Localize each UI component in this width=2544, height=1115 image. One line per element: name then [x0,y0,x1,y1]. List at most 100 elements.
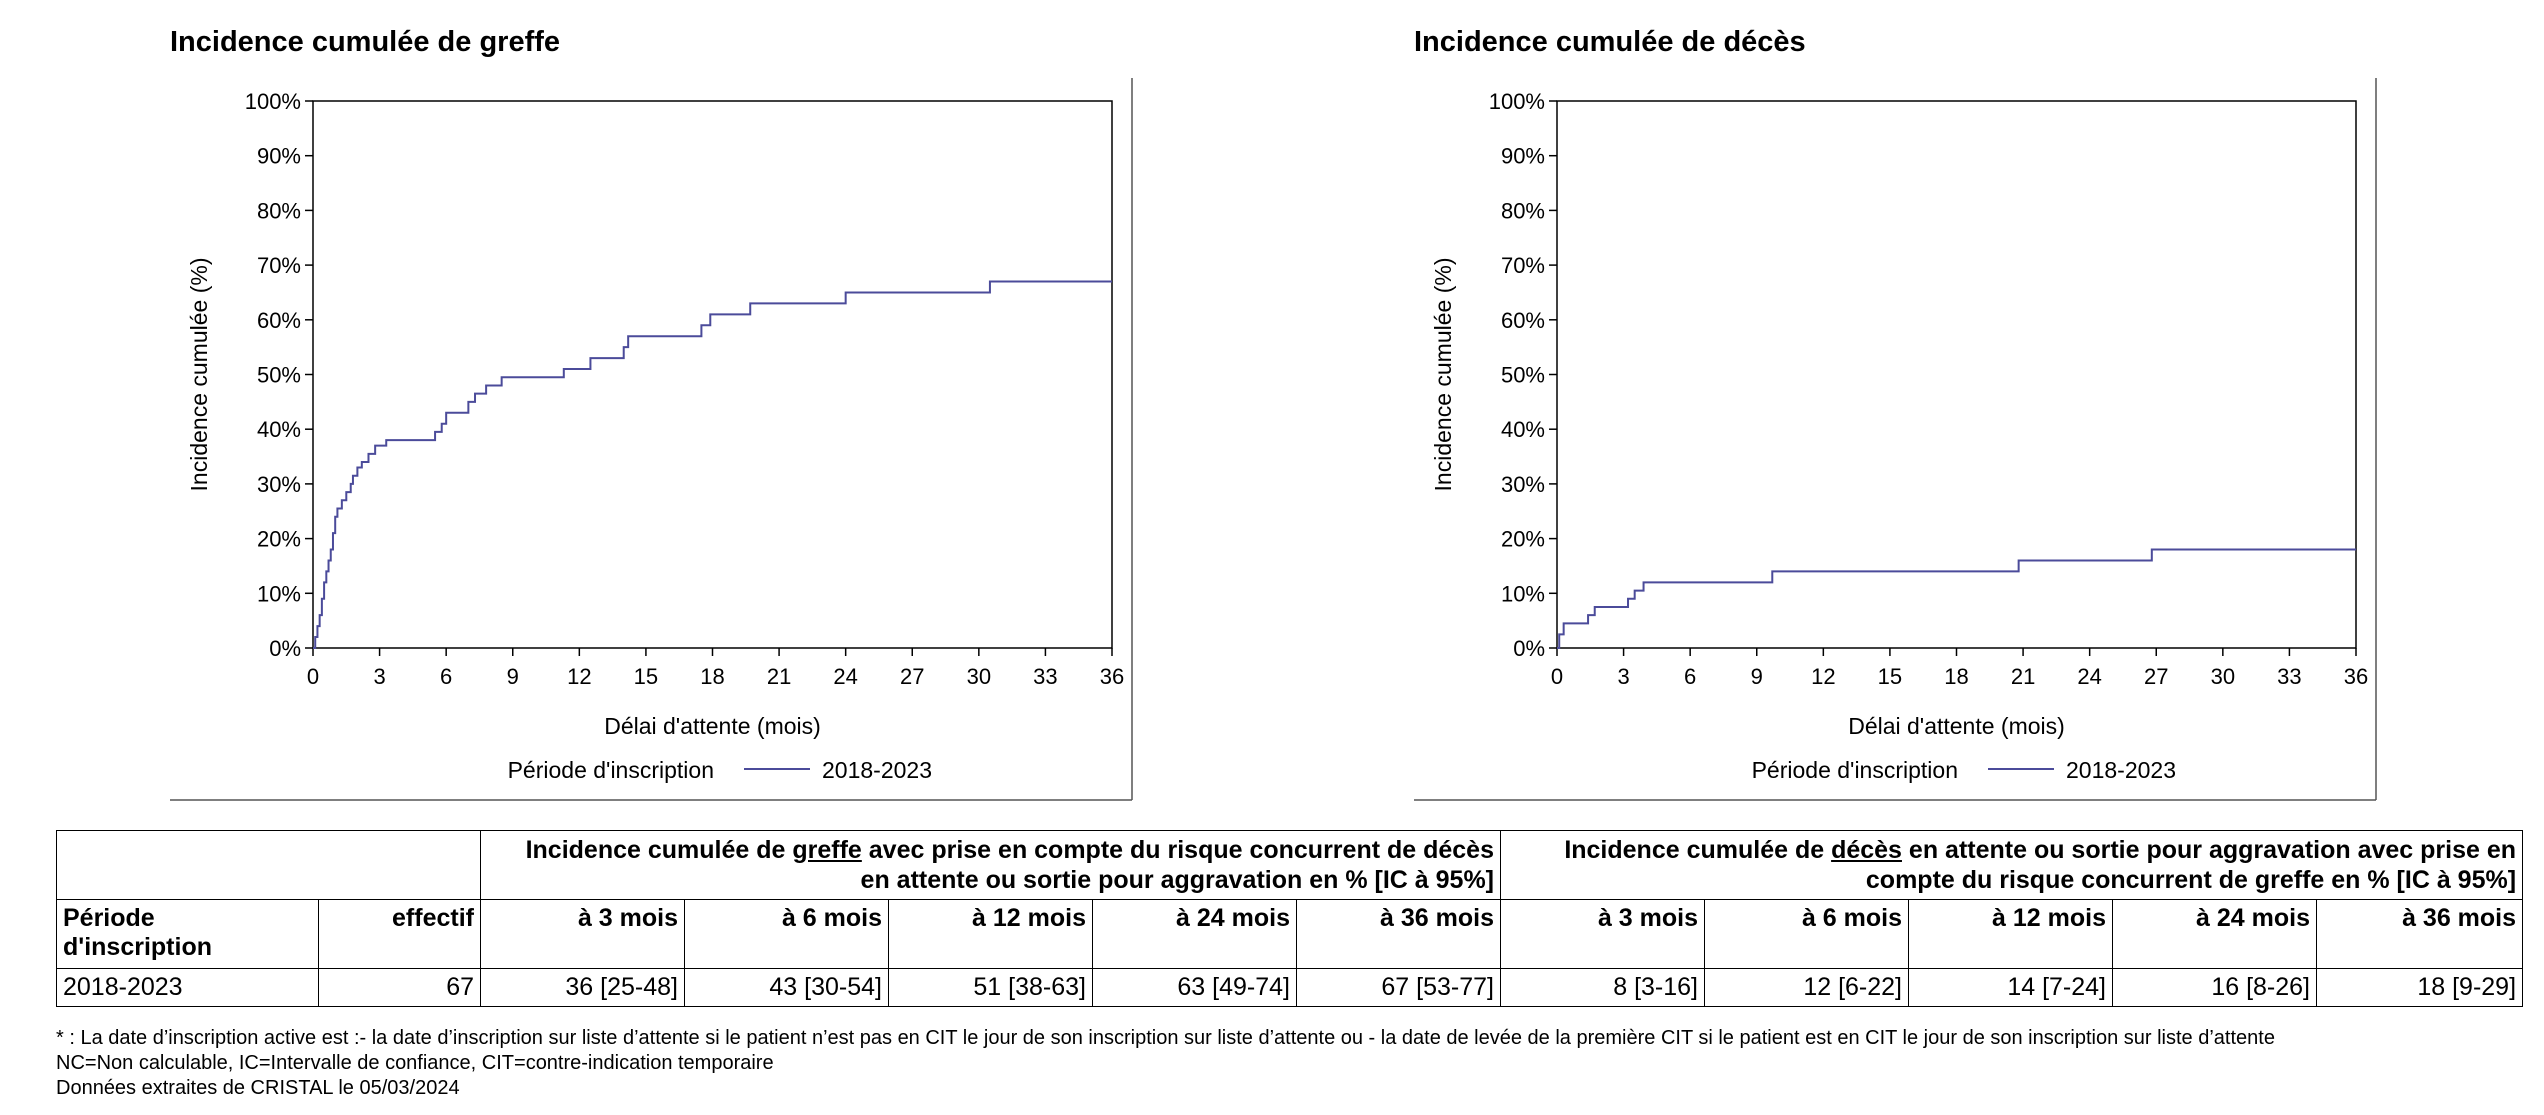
x-tick-label: 12 [567,664,591,689]
y-tick-label: 10% [1501,581,1545,606]
x-tick-label: 21 [767,664,791,689]
series-line [1557,548,2356,649]
y-tick-label: 20% [1501,527,1545,552]
table-header-deces-3m: à 3 mois [1500,899,1705,969]
footnote-line: NC=Non calculable, IC=Intervalle de conf… [56,1052,774,1074]
table-header-effectif: effectif [318,899,481,969]
y-tick-label: 30% [257,472,301,497]
x-tick-label: 6 [1684,664,1696,689]
table-row: 2018-2023 67 36 [25-48] 43 [30-54] 51 [3… [56,968,2524,1007]
cell-deces-6m: 12 [6-22] [1704,968,1909,1007]
x-tick-label: 12 [1811,664,1835,689]
table-header-greffe-6m: à 6 mois [684,899,889,969]
table-header-greffe-3m: à 3 mois [480,899,685,969]
legend-title: Période d'inscription [508,757,714,783]
series-line [313,280,1112,649]
x-tick-label: 9 [507,664,519,689]
table-header-greffe-group: Incidence cumulée de greffe avec prise e… [480,830,1501,900]
results-table: Incidence cumulée de greffe avec prise e… [56,830,2524,1007]
footnote-line: Données extraites de CRISTAL le 05/03/20… [56,1077,460,1099]
deces-group-keyword: décès [1831,836,1902,864]
y-tick-label: 30% [1501,472,1545,497]
y-tick-label: 100% [245,89,301,114]
table-header-greffe-24m: à 24 mois [1092,899,1297,969]
x-tick-label: 24 [833,664,857,689]
legend-title: Période d'inscription [1752,757,1958,783]
cell-greffe-24m: 63 [49-74] [1092,968,1297,1007]
x-tick-label: 3 [373,664,385,689]
y-tick-label: 40% [257,417,301,442]
legend-label: 2018-2023 [822,757,932,783]
footnote-line: * : La date d’inscription active est :- … [56,1027,2275,1049]
y-tick-label: 20% [257,527,301,552]
x-tick-label: 15 [1878,664,1902,689]
chart-title-deces: Incidence cumulée de décès [1414,26,1806,58]
y-axis-title: Incidence cumulée (%) [186,258,212,492]
x-tick-label: 0 [1551,664,1563,689]
y-tick-label: 0% [1513,636,1545,661]
y-tick-label: 50% [1501,363,1545,388]
y-tick-label: 80% [257,198,301,223]
x-tick-label: 3 [1617,664,1629,689]
x-tick-label: 33 [2277,664,2301,689]
footnotes: * : La date d’inscription active est :- … [56,1026,2275,1101]
x-tick-label: 36 [1100,664,1124,689]
chart-greffe: 0%10%20%30%40%50%60%70%80%90%100%0 3 6 9 12 1… [170,78,1133,801]
x-tick-label: 36 [2344,664,2368,689]
cell-effectif: 67 [318,968,481,1007]
table-header-col-row: Période d'inscription effectif à 3 mois … [56,899,2524,969]
x-tick-label: 18 [700,664,724,689]
cell-deces-12m: 14 [7-24] [1908,968,2113,1007]
cell-greffe-3m: 36 [25-48] [480,968,685,1007]
x-tick-label: 30 [967,664,991,689]
greffe-group-keyword: greffe [792,836,862,864]
y-tick-label: 0% [269,636,301,661]
x-axis-title: Délai d'attente (mois) [1848,713,2065,739]
plot-area [312,100,1113,649]
greffe-group-suffix: avec prise en compte du risque concurren… [861,836,1494,864]
x-tick-label: 9 [1751,664,1763,689]
chart-title-greffe: Incidence cumulée de greffe [170,26,561,58]
y-tick-label: 90% [257,144,301,169]
period-header-line2: d'inscription [63,933,212,961]
y-tick-label: 40% [1501,417,1545,442]
x-tick-label: 18 [1944,664,1968,689]
cell-greffe-12m: 51 [38-63] [888,968,1093,1007]
x-tick-label: 24 [2077,664,2101,689]
deces-group-suffix: en attente ou sortie pour aggravation av… [1901,836,2517,864]
plot-area [1556,100,2357,649]
y-tick-label: 10% [257,581,301,606]
x-tick-label: 27 [2144,664,2168,689]
x-tick-label: 33 [1033,664,1057,689]
deces-group-prefix: Incidence cumulée de [1564,836,1832,864]
cell-greffe-36m: 67 [53-77] [1296,968,1501,1007]
y-tick-label: 70% [257,253,301,278]
table-header-empty [56,830,481,900]
deces-group-line2: compte du risque concurrent de greffe en… [1865,866,2517,894]
y-tick-label: 80% [1501,198,1545,223]
cell-deces-3m: 8 [3-16] [1500,968,1705,1007]
cell-deces-24m: 16 [8-26] [2112,968,2317,1007]
x-tick-label: 15 [634,664,658,689]
y-tick-label: 100% [1489,89,1545,114]
greffe-group-prefix: Incidence cumulée de [525,836,793,864]
table-header-deces-6m: à 6 mois [1704,899,1909,969]
chart-deces: 0%10%20%30%40%50%60%70%80%90%100%0 3 6 9 12 1… [1414,78,2377,801]
x-tick-label: 27 [900,664,924,689]
greffe-group-line2: en attente ou sortie pour aggravation en… [860,866,1494,894]
x-tick-label: 0 [307,664,319,689]
y-axis-title: Incidence cumulée (%) [1430,258,1456,492]
period-header-line1: Période [63,904,155,932]
table-header-deces-12m: à 12 mois [1908,899,2113,969]
cell-period: 2018-2023 [56,968,319,1007]
x-axis-title: Délai d'attente (mois) [604,713,821,739]
table-header-deces-24m: à 24 mois [2112,899,2317,969]
table-header-deces-36m: à 36 mois [2315,899,2524,969]
table-header-greffe-12m: à 12 mois [888,899,1093,969]
y-tick-label: 60% [257,308,301,333]
cell-deces-36m: 18 [9-29] [2315,968,2524,1007]
table-header-period: Période d'inscription [56,899,319,969]
table-header-deces-group: Incidence cumulée de décès en attente ou… [1499,830,2524,900]
y-tick-label: 60% [1501,308,1545,333]
legend-label: 2018-2023 [2066,757,2176,783]
